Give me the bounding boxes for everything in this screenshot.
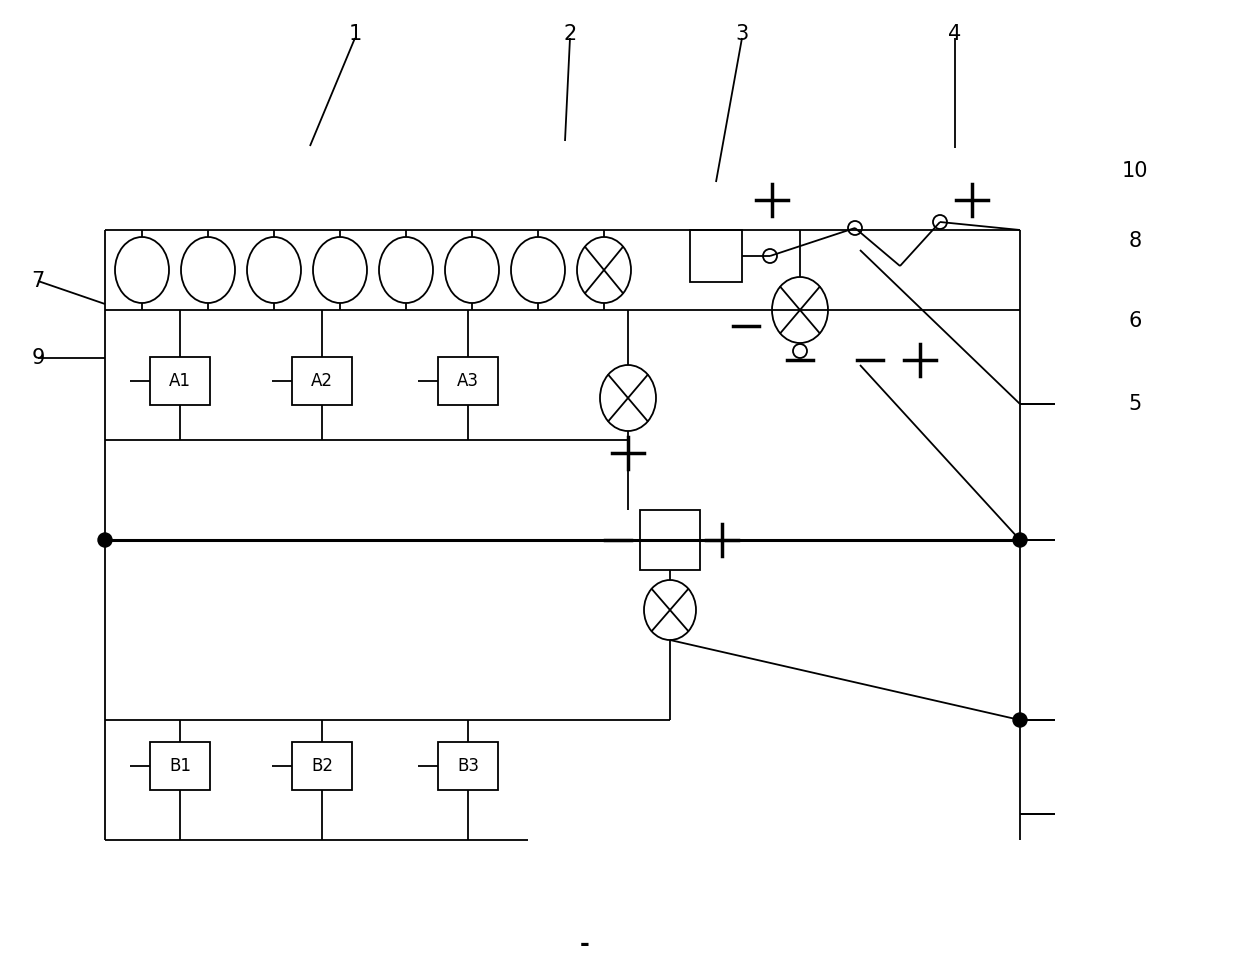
Ellipse shape — [577, 237, 631, 303]
Circle shape — [848, 221, 862, 235]
Bar — [689, 230, 742, 282]
Ellipse shape — [445, 237, 498, 303]
Text: B2: B2 — [311, 757, 334, 775]
Text: A1: A1 — [169, 372, 191, 390]
Ellipse shape — [511, 237, 565, 303]
Circle shape — [1013, 533, 1027, 547]
Text: -: - — [580, 932, 590, 956]
Text: 4: 4 — [949, 24, 962, 44]
Bar — [291, 357, 352, 405]
Text: B3: B3 — [458, 757, 479, 775]
Bar — [291, 742, 352, 790]
Bar — [150, 357, 210, 405]
Text: 1: 1 — [348, 24, 362, 44]
Text: 3: 3 — [735, 24, 749, 44]
Ellipse shape — [773, 277, 828, 343]
Bar — [438, 357, 498, 405]
Ellipse shape — [644, 580, 696, 640]
Text: 10: 10 — [1122, 161, 1148, 181]
Circle shape — [932, 215, 947, 229]
Ellipse shape — [247, 237, 301, 303]
Circle shape — [763, 249, 777, 263]
Ellipse shape — [181, 237, 236, 303]
Text: 8: 8 — [1128, 231, 1142, 251]
Text: A2: A2 — [311, 372, 334, 390]
Circle shape — [98, 533, 112, 547]
Bar — [438, 742, 498, 790]
Bar — [150, 742, 210, 790]
Ellipse shape — [379, 237, 433, 303]
Text: 9: 9 — [31, 348, 45, 368]
Circle shape — [1013, 713, 1027, 727]
Text: 7: 7 — [31, 271, 45, 291]
Text: 2: 2 — [563, 24, 577, 44]
Text: 5: 5 — [1128, 394, 1142, 414]
Text: A3: A3 — [458, 372, 479, 390]
Bar — [640, 510, 701, 570]
Ellipse shape — [115, 237, 169, 303]
Text: 6: 6 — [1128, 311, 1142, 331]
Circle shape — [794, 344, 807, 358]
Ellipse shape — [600, 365, 656, 431]
Ellipse shape — [312, 237, 367, 303]
Text: B1: B1 — [169, 757, 191, 775]
